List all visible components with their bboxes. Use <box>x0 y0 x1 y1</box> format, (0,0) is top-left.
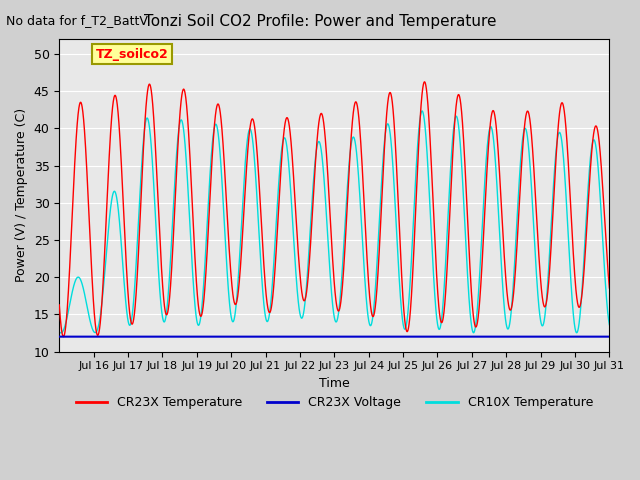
Y-axis label: Power (V) / Temperature (C): Power (V) / Temperature (C) <box>15 108 28 282</box>
Text: No data for f_T2_BattV: No data for f_T2_BattV <box>6 14 148 27</box>
X-axis label: Time: Time <box>319 377 349 390</box>
Legend: CR23X Temperature, CR23X Voltage, CR10X Temperature: CR23X Temperature, CR23X Voltage, CR10X … <box>70 391 598 414</box>
Text: TZ_soilco2: TZ_soilco2 <box>95 48 168 60</box>
Text: Tonzi Soil CO2 Profile: Power and Temperature: Tonzi Soil CO2 Profile: Power and Temper… <box>144 14 496 29</box>
